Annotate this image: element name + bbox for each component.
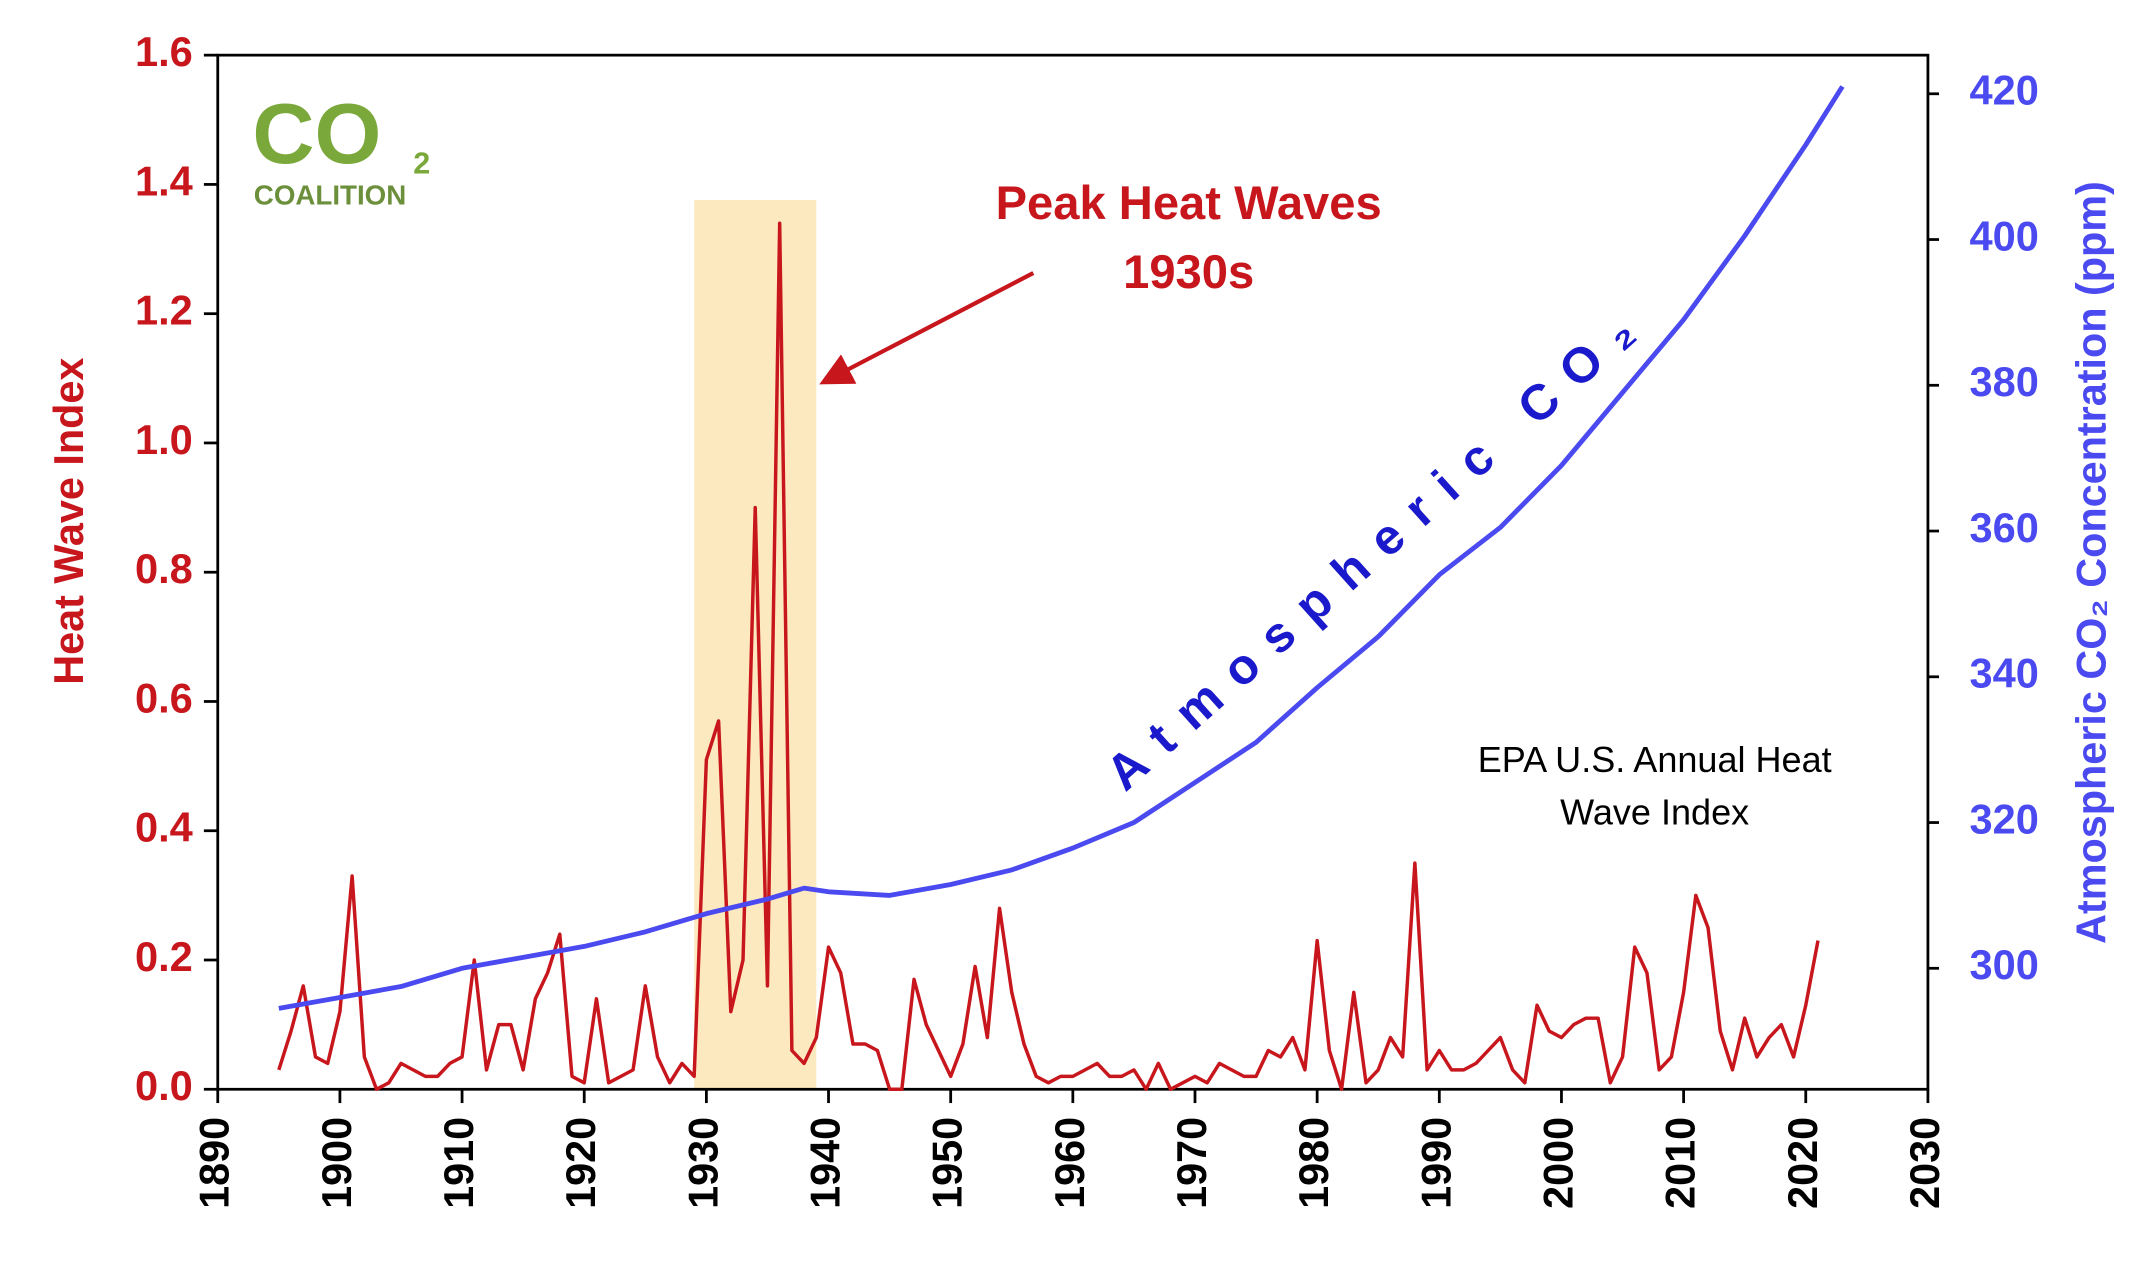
- x-tick-label: 1940: [801, 1117, 848, 1209]
- x-tick-label: 1950: [924, 1117, 971, 1209]
- logo: CO 2 COALITION: [252, 86, 430, 210]
- series-line: [277, 221, 1820, 1091]
- x-tick-label: 1890: [191, 1117, 238, 1209]
- annotation: EPA U.S. Annual Heat: [1478, 739, 1832, 780]
- y-tick-label: 0.4: [135, 804, 193, 851]
- y2-tick-label: 380: [1970, 358, 2039, 405]
- arrow: [819, 271, 1035, 385]
- y-tick-label: 0.6: [135, 675, 193, 722]
- y2-axis-label: Atmospheric CO₂ Concentration (ppm): [2067, 181, 2114, 944]
- y2-tick-label: 420: [1970, 67, 2039, 114]
- y-tick-label: 0.2: [135, 933, 193, 980]
- annotation: Wave Index: [1560, 791, 1749, 832]
- y2-tick-label: 300: [1970, 941, 2039, 988]
- y2-tick-label: 340: [1970, 650, 2039, 697]
- x-tick-label: 1970: [1168, 1117, 1215, 1209]
- y-tick-label: 1.6: [135, 28, 193, 75]
- logo-subscript: 2: [413, 147, 430, 181]
- annotation: Atmospheric CO₂: [1095, 291, 1660, 801]
- y-tick-label: 0.8: [135, 545, 193, 592]
- y2-tick-label: 400: [1970, 213, 2039, 260]
- highlight-band: [694, 199, 817, 1090]
- y-axis-label: Heat Wave Index: [45, 358, 92, 685]
- x-tick-label: 2000: [1534, 1117, 1581, 1209]
- annotation: Peak Heat Waves: [996, 176, 1382, 229]
- x-tick-label: 1980: [1290, 1117, 1337, 1209]
- x-tick-label: 2010: [1656, 1117, 1703, 1209]
- y-tick-label: 1.4: [135, 157, 193, 204]
- series-line: [278, 85, 1845, 1011]
- y2-tick-label: 360: [1970, 504, 2039, 551]
- x-tick-label: 1990: [1412, 1117, 1459, 1209]
- logo-name: COALITION: [254, 180, 406, 211]
- x-tick-label: 2020: [1779, 1117, 1826, 1209]
- x-tick-label: 1960: [1046, 1117, 1093, 1209]
- x-tick-label: 1900: [313, 1117, 360, 1209]
- x-tick-label: 1920: [557, 1117, 604, 1209]
- y-tick-label: 1.0: [135, 416, 193, 463]
- y-tick-label: 1.2: [135, 287, 193, 334]
- x-tick-label: 2030: [1901, 1117, 1948, 1209]
- annotation: 1930s: [1123, 245, 1254, 298]
- x-tick-label: 1910: [435, 1117, 482, 1209]
- y2-tick-label: 320: [1970, 796, 2039, 843]
- logo-text: CO: [252, 86, 381, 182]
- x-tick-label: 1930: [679, 1117, 726, 1209]
- y-tick-label: 0.0: [135, 1062, 193, 1109]
